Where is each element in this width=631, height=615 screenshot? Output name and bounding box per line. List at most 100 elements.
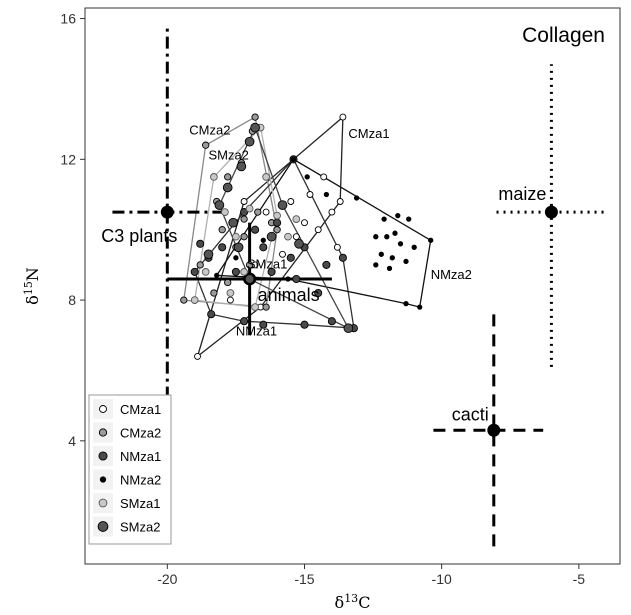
point-nmza2-15	[373, 262, 379, 268]
points-layer	[180, 113, 434, 360]
x-tick-label: -5	[573, 571, 586, 587]
point-nmza1-12	[314, 288, 323, 298]
point-cmza2-14	[210, 289, 218, 297]
point-smza1-13	[284, 232, 292, 241]
point-nmza2-9	[373, 234, 379, 240]
reference-layer	[112, 25, 607, 547]
legend-marker-cmza1	[99, 405, 107, 413]
hull-label-smza1: SMza1	[247, 256, 287, 271]
point-smza1-7	[262, 173, 270, 181]
point-cmza1-12	[336, 198, 344, 205]
legend-label-nmza2: NMza2	[120, 473, 161, 488]
point-smza1-11	[226, 289, 235, 297]
point-nmza1-8	[273, 218, 282, 227]
point-nmza1-14	[338, 253, 347, 262]
point-cmza1-6	[306, 191, 314, 198]
hull-smza1	[193, 126, 278, 308]
point-smza2-1	[244, 136, 255, 147]
point-smza1-10	[251, 303, 259, 311]
point-cmza1-3	[292, 233, 300, 241]
legend-marker-smza1	[98, 498, 108, 508]
ref-label-cacti: cacti	[452, 404, 489, 424]
point-cmza1-11	[279, 250, 286, 258]
point-cmza2-12	[245, 261, 254, 269]
point-nmza2-18	[417, 304, 423, 310]
point-cmza1-9	[333, 243, 341, 251]
point-cmza1-15	[226, 296, 234, 304]
point-nmza2-2	[323, 191, 330, 198]
point-nmza1-7	[259, 243, 268, 252]
point-smza1-4	[232, 232, 240, 241]
ref-label-animals: animals	[258, 285, 320, 305]
plot-panel	[84, 7, 621, 565]
point-nmza2-13	[389, 255, 395, 261]
point-nmza2-17	[428, 237, 434, 243]
point-nmza2-1	[304, 174, 310, 180]
chart-title: Collagen	[522, 24, 605, 47]
y-tick-label: 12	[60, 151, 76, 167]
legend-marker-nmza2	[99, 476, 107, 483]
ref-c3-plants-point	[160, 205, 174, 219]
point-nmza1-13	[322, 260, 331, 269]
hull-label-cmza1: CMza1	[348, 126, 389, 141]
point-nmza1-17	[300, 320, 309, 329]
point-cmza2-4	[224, 173, 232, 181]
x-axis-title: δ13C	[335, 592, 371, 612]
point-nmza1-0	[190, 267, 199, 276]
point-nmza2-21	[260, 237, 266, 243]
point-nmza1-16	[327, 317, 336, 326]
point-cmza2-8	[240, 233, 248, 241]
y-axis-title: δ15N	[22, 267, 42, 305]
point-nmza2-7	[392, 230, 398, 236]
point-smza2-4	[214, 200, 225, 210]
point-cmza2-9	[254, 208, 262, 216]
point-smza2-7	[244, 274, 255, 284]
point-smza2-9	[277, 200, 288, 210]
point-cmza1-5	[314, 226, 322, 234]
point-cmza1-8	[328, 208, 336, 216]
point-cmza1-4	[301, 219, 308, 227]
ref-label-c3-plants: C3 plants	[101, 226, 177, 246]
point-nmza1-22	[267, 267, 276, 276]
point-smza2-10	[294, 238, 304, 249]
point-smza2-12	[203, 249, 214, 260]
point-nmza1-20	[207, 310, 216, 319]
point-smza2-11	[343, 323, 354, 334]
point-nmza1-18	[259, 320, 268, 329]
hull-label-nmza2: NMza2	[431, 267, 472, 282]
point-nmza2-0	[290, 156, 297, 162]
x-tick-label: -20	[157, 571, 177, 587]
point-nmza1-6	[251, 225, 260, 234]
point-nmza1-4	[231, 267, 240, 276]
point-nmza1-5	[240, 208, 249, 217]
legend-marker-cmza2	[98, 428, 108, 437]
point-nmza1-3	[218, 243, 227, 252]
point-nmza2-4	[381, 216, 387, 222]
point-nmza1-9	[286, 253, 295, 262]
point-cmza2-16	[180, 296, 188, 304]
hull-label-smza2: SMza2	[208, 147, 248, 162]
point-nmza2-3	[353, 195, 360, 201]
legend-label-cmza2: CMza2	[120, 426, 161, 441]
legend-label-cmza1: CMza1	[120, 402, 161, 417]
point-smza1-5	[245, 204, 254, 213]
point-nmza2-14	[403, 258, 409, 265]
point-smza1-3	[221, 208, 229, 216]
point-smza2-3	[222, 182, 233, 193]
point-nmza1-19	[240, 317, 249, 326]
point-nmza2-8	[384, 234, 390, 240]
labels-layer: Collagen C3 plants maize cacti animals CMza1 C…	[101, 24, 605, 424]
point-cmza2-11	[273, 226, 281, 234]
point-cmza2-6	[218, 226, 226, 234]
point-cmza2-0	[202, 141, 210, 149]
legend-label-smza2: SMza2	[120, 520, 160, 535]
y-tick-label: 4	[68, 433, 76, 449]
point-cmza1-13	[339, 113, 347, 121]
point-nmza2-19	[403, 300, 409, 307]
point-smza1-2	[210, 173, 218, 181]
legend-label-nmza1: NMza1	[120, 449, 161, 464]
legend-marker-smza2	[97, 521, 109, 532]
ref-maize-point	[544, 205, 558, 219]
point-smza2-8	[266, 231, 277, 242]
